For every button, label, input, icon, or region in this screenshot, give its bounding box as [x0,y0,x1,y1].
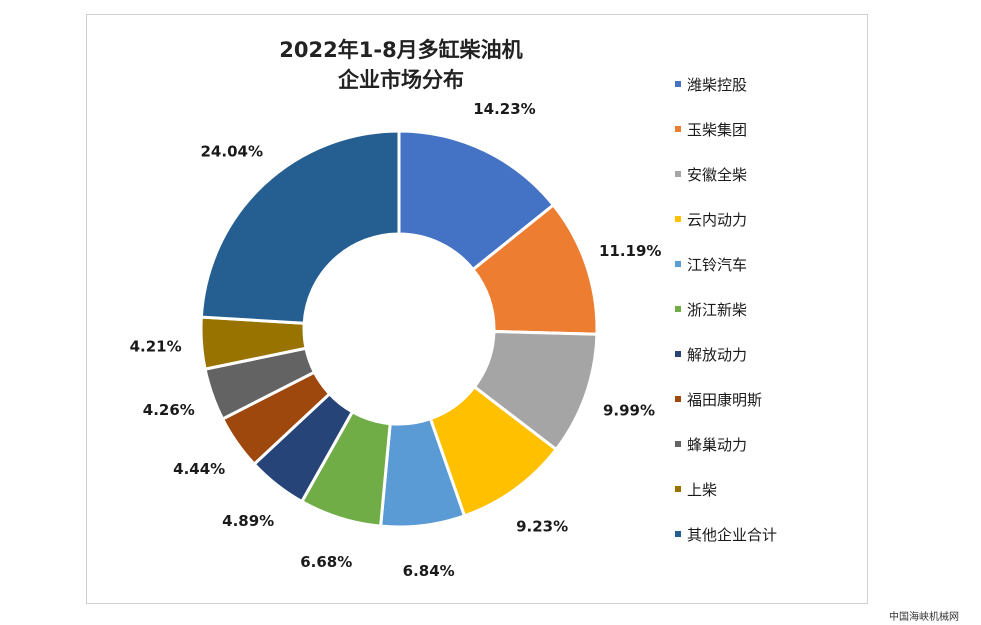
data-label-6: 6.68% [300,553,352,571]
legend-swatch-7 [675,351,681,357]
legend-label-11: 其他企业合计 [687,526,777,544]
data-labels: 14.23% 11.19% 9.99% 9.23% 6.84% 6.68% 4.89% 4.4… [130,100,662,580]
legend-swatch-3 [675,171,681,177]
legend-swatch-10 [675,486,681,492]
legend-swatch-6 [675,306,681,312]
slice-11 [199,129,401,325]
legend-label-8: 福田康明斯 [687,391,762,409]
legend-label-5: 江铃汽车 [687,256,747,274]
legend-label-7: 解放动力 [687,346,747,364]
legend-swatch-2 [675,126,681,132]
legend-label-1: 潍柴控股 [687,76,747,94]
legend-label-3: 安徽全柴 [687,166,747,184]
data-label-8: 4.44% [173,460,225,478]
legend-swatch-1 [675,81,681,87]
donut-chart: 2022年1-8月多缸柴油机 企业市场分布 14.23% 11.19% 9.99% 9… [130,38,777,580]
data-label-10: 4.21% [130,338,182,356]
legend-label-9: 蜂巢动力 [687,436,747,454]
chart-frame: 2022年1-8月多缸柴油机 企业市场分布 14.23% 11.19% 9.99% 9… [86,14,868,604]
legend-label-4: 云内动力 [687,211,747,229]
data-label-4: 9.23% [516,518,568,536]
data-label-2: 11.19% [599,242,661,260]
data-label-7: 4.89% [222,512,274,530]
legend: 潍柴控股玉柴集团安徽全柴云内动力江铃汽车浙江新柴解放动力福田康明斯蜂巢动力上柴其… [675,76,777,544]
data-label-11: 24.04% [201,142,263,160]
legend-swatch-11 [675,531,681,537]
legend-swatch-4 [675,216,681,222]
legend-swatch-5 [675,261,681,267]
data-label-1: 14.23% [473,100,535,118]
legend-swatch-8 [675,396,681,402]
data-label-9: 4.26% [143,401,195,419]
chart-title-line-1: 2022年1-8月多缸柴油机 [279,38,522,62]
data-label-3: 9.99% [603,401,655,419]
chart-title-line-2: 企业市场分布 [337,68,464,92]
legend-label-6: 浙江新柴 [687,301,747,319]
legend-label-10: 上柴 [687,481,717,499]
legend-swatch-9 [675,441,681,447]
donut-slices [199,129,599,529]
watermark-text: 中国海峡机械网 [889,612,959,623]
legend-label-2: 玉柴集团 [687,121,747,139]
data-label-5: 6.84% [403,562,455,580]
